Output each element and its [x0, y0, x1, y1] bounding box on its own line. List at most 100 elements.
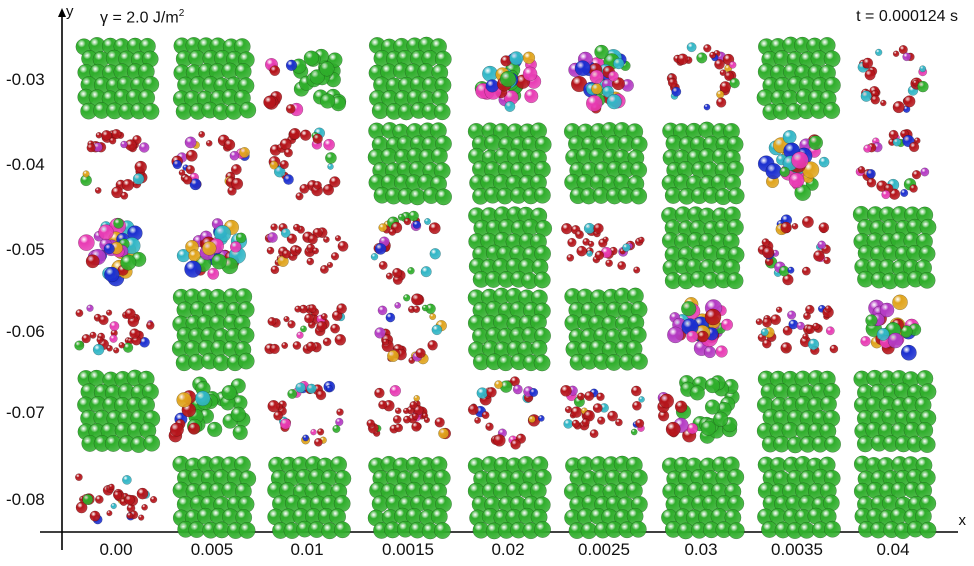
particle-pink	[728, 61, 737, 69]
x-tick-label: 0.0035	[771, 540, 823, 559]
particle-red	[187, 422, 201, 435]
snapshot-cell-partial	[263, 48, 347, 117]
particle-red	[336, 303, 347, 314]
particle-red	[315, 389, 327, 401]
particle-red	[888, 129, 899, 140]
particle-blue	[325, 384, 333, 392]
particle-red	[382, 338, 390, 346]
particle-pink	[863, 144, 872, 153]
particle-yellow	[269, 160, 279, 170]
snapshot-cell-scatter	[264, 223, 349, 275]
particle-red	[780, 221, 792, 234]
particle-green	[434, 522, 451, 540]
y-tick-label: -0.07	[6, 403, 45, 422]
particle-red	[96, 336, 104, 344]
y-tick-label: -0.08	[6, 490, 45, 509]
snapshot-cell-scatter	[75, 473, 158, 525]
snapshot-cell-cluster	[367, 122, 453, 206]
particle-red	[709, 51, 717, 59]
particle-green	[433, 103, 451, 121]
particle-red	[337, 240, 349, 252]
particle-red	[791, 222, 799, 230]
particle-red	[801, 266, 811, 276]
particle-red	[755, 318, 763, 326]
particle-red	[336, 408, 344, 416]
particle-red	[576, 245, 588, 257]
snapshot-cell-ring	[666, 42, 740, 111]
particle-pink	[791, 151, 809, 170]
particle-pink	[78, 234, 95, 251]
particle-red	[141, 503, 148, 511]
particle-red	[857, 166, 866, 174]
particle-blue	[574, 60, 591, 77]
y-axis-arrow-icon	[58, 8, 66, 17]
particle-green	[919, 218, 937, 236]
particle-green	[696, 52, 708, 64]
particle-red	[607, 410, 619, 422]
x-tick-label: 0.0025	[578, 540, 630, 559]
particle-blue	[285, 59, 298, 71]
particle-red	[427, 340, 438, 351]
particle-blue	[374, 243, 387, 255]
particle-red	[824, 305, 832, 313]
particle-red	[903, 95, 916, 108]
particle-green	[681, 301, 697, 317]
particle-red	[285, 104, 296, 114]
particle-red	[567, 237, 577, 248]
particle-red	[322, 337, 332, 347]
particle-red	[230, 164, 242, 175]
particle-green	[234, 63, 252, 80]
particle-cyan	[509, 51, 524, 66]
particle-red	[316, 320, 327, 332]
snapshot-cell-ring	[268, 127, 341, 201]
particle-green	[630, 161, 648, 179]
particle-red	[571, 419, 580, 428]
particle-blue	[866, 169, 876, 179]
particle-red	[169, 422, 184, 437]
y-tick-label: -0.05	[6, 240, 45, 259]
particle-red	[124, 494, 135, 506]
particle-green	[499, 70, 517, 88]
particle-red	[813, 250, 825, 262]
particle-red	[279, 138, 292, 151]
particle-pink	[389, 385, 402, 397]
particle-red	[89, 331, 97, 339]
particle-blue	[788, 319, 799, 330]
snapshot-cell-cluster	[756, 369, 842, 454]
particle-green	[533, 354, 551, 372]
particle-pink	[585, 94, 603, 112]
particle-green	[700, 420, 716, 436]
surface-energy-label: γ = 2.0 J/m2	[100, 8, 185, 27]
snapshot-cell-mixed	[667, 297, 734, 359]
snapshot-cell-cluster	[661, 121, 745, 206]
particle-red	[185, 149, 198, 162]
snapshot-cell-scatter	[560, 384, 645, 439]
particle-green	[431, 89, 449, 107]
particle-red	[584, 391, 595, 402]
particle-red	[101, 130, 112, 141]
particle-red	[86, 143, 96, 153]
particle-red	[198, 130, 206, 138]
particle-red	[182, 175, 193, 185]
x-tick-label: 0.04	[876, 540, 910, 559]
particle-red	[481, 411, 490, 420]
snapshot-cell-cluster	[661, 206, 745, 290]
particle-red	[312, 133, 323, 144]
particle-green	[287, 388, 298, 399]
particle-green	[689, 385, 705, 401]
particle-red	[423, 416, 431, 424]
particle-red	[378, 260, 388, 270]
particle-red	[266, 246, 275, 255]
particle-pink	[686, 330, 699, 343]
particle-yellow	[202, 241, 217, 256]
particle-yellow	[378, 223, 388, 232]
particle-red	[323, 236, 330, 243]
particle-magenta	[796, 321, 805, 331]
particle-red	[659, 393, 675, 409]
particle-cyan	[919, 65, 927, 73]
particle-red	[596, 392, 605, 402]
particle-red	[593, 223, 604, 234]
particle-red	[866, 177, 877, 188]
particle-magenta	[394, 302, 402, 309]
